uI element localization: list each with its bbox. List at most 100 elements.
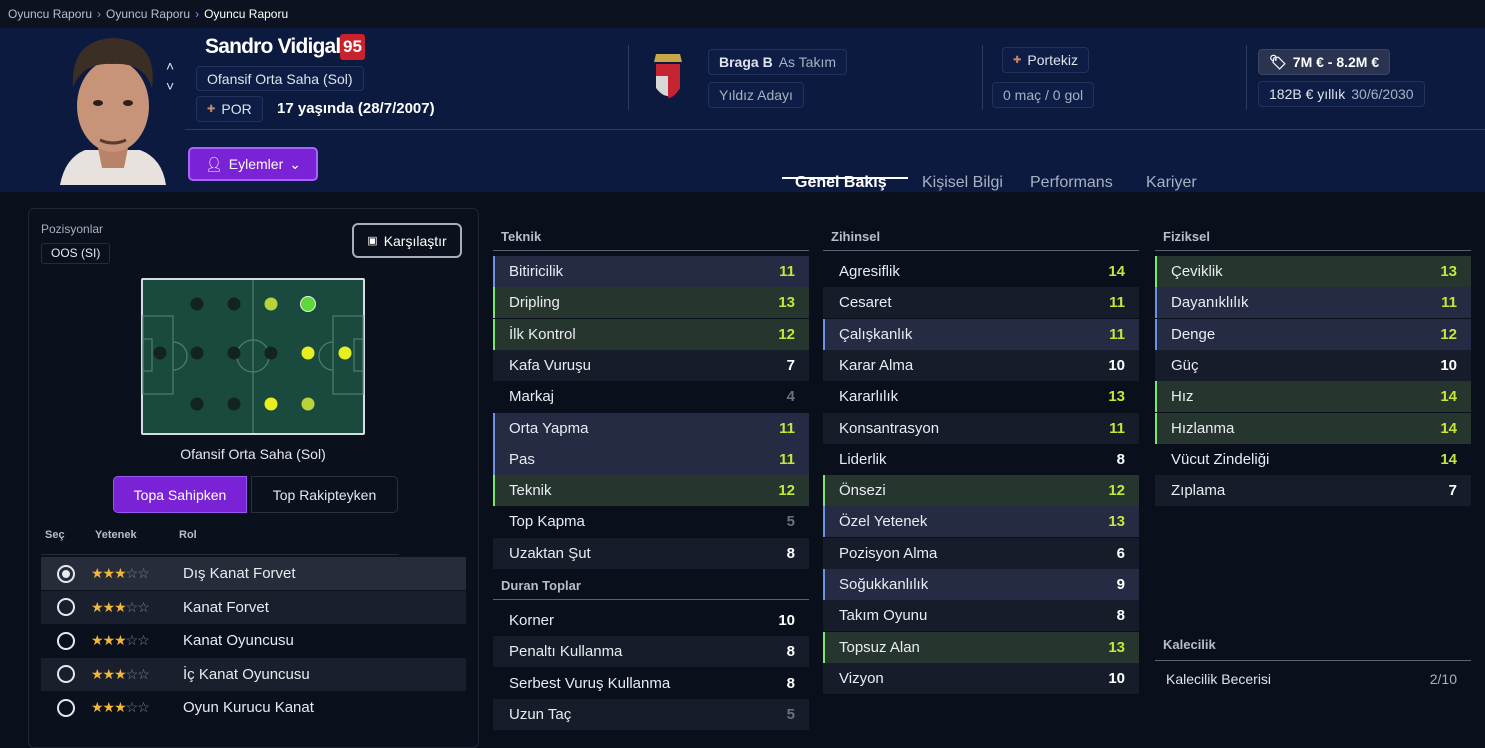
club-name: Braga B bbox=[719, 54, 773, 70]
role-radio[interactable] bbox=[57, 665, 75, 684]
divider bbox=[982, 45, 983, 110]
attribute-row[interactable]: Güç 10 bbox=[1155, 349, 1471, 381]
attribute-row[interactable]: Cesaret 11 bbox=[823, 287, 1139, 319]
attribute-row[interactable]: Soğukkanlılık 9 bbox=[823, 569, 1139, 600]
role-row[interactable]: ★★★☆☆ Oyun Kurucu Kanat bbox=[41, 691, 466, 724]
chevron-right-icon: › bbox=[97, 7, 102, 21]
attribute-name: Konsantrasyon bbox=[839, 419, 940, 437]
divider bbox=[41, 554, 399, 555]
attribute-row[interactable]: Serbest Vuruş Kullanma 8 bbox=[493, 668, 809, 699]
attribute-row[interactable]: Uzaktan Şut 8 bbox=[493, 537, 809, 569]
tab-kisisel-bilgi[interactable]: Kişisel Bilgi bbox=[922, 174, 1003, 191]
divider bbox=[493, 599, 809, 600]
attribute-row[interactable]: Çalışkanlık 11 bbox=[823, 318, 1139, 350]
actions-button[interactable]: 👤︎ Eylemler ⌄ bbox=[188, 147, 318, 181]
attribute-row[interactable]: Kafa Vuruşu 7 bbox=[493, 349, 809, 381]
role-row[interactable]: ★★★☆☆ Dış Kanat Forvet bbox=[41, 557, 466, 590]
pitch-position-dot-poor bbox=[264, 346, 278, 360]
club-pill[interactable]: Braga B As Takım bbox=[708, 49, 847, 75]
attribute-row[interactable]: Çeviklik 13 bbox=[1155, 256, 1471, 287]
attribute-row[interactable]: Agresiflik 14 bbox=[823, 256, 1139, 287]
role-radio[interactable] bbox=[57, 698, 75, 717]
tab-performans[interactable]: Performans bbox=[1030, 174, 1113, 191]
attribute-row[interactable]: Özel Yetenek 13 bbox=[823, 506, 1139, 538]
attribute-value: 11 bbox=[1441, 294, 1457, 312]
breadcrumb-item[interactable]: Oyuncu Raporu bbox=[106, 7, 191, 21]
column-header-role: Rol bbox=[179, 529, 197, 541]
attribute-row[interactable]: Dripling 13 bbox=[493, 287, 809, 319]
compare-button[interactable]: ▣ Karşılaştır bbox=[352, 223, 462, 258]
caps-pill: 0 maç / 0 gol bbox=[992, 82, 1095, 108]
attribute-value: 11 bbox=[779, 419, 795, 437]
attribute-row[interactable]: İlk Kontrol 12 bbox=[493, 318, 809, 350]
attribute-row[interactable]: Vizyon 10 bbox=[823, 662, 1139, 694]
attribute-name: Denge bbox=[1171, 325, 1216, 343]
attribute-row[interactable]: Liderlik 8 bbox=[823, 444, 1139, 475]
star-rating: ★★★☆☆ bbox=[91, 565, 150, 581]
attribute-value: 11 bbox=[1109, 325, 1125, 343]
attribute-row[interactable]: Vücut Zindeliği 14 bbox=[1155, 444, 1471, 475]
attribute-row[interactable]: Takım Oyunu 8 bbox=[823, 600, 1139, 632]
attribute-row[interactable]: Top Kapma 5 bbox=[493, 506, 809, 537]
attribute-row[interactable]: Hızlanma 14 bbox=[1155, 412, 1471, 444]
section-title-fiziksel: Fiziksel bbox=[1163, 229, 1210, 244]
attribute-value: 12 bbox=[778, 325, 795, 343]
attribute-row[interactable]: Zıplama 7 bbox=[1155, 475, 1471, 507]
role-name: Oyun Kurucu Kanat bbox=[183, 699, 314, 717]
attribute-row[interactable]: Önsezi 12 bbox=[823, 475, 1139, 507]
player-name: Sandro Vidigal bbox=[205, 35, 341, 58]
pitch-position-dot-great bbox=[301, 346, 315, 360]
role-row[interactable]: ★★★☆☆ Kanat Forvet bbox=[41, 590, 466, 624]
attribute-row[interactable]: Markaj 4 bbox=[493, 381, 809, 412]
nation-pill[interactable]: ✚ Portekiz bbox=[1002, 47, 1089, 73]
attribute-name: Orta Yapma bbox=[509, 419, 589, 437]
attribute-value: 10 bbox=[1108, 669, 1125, 687]
star-rating: ★★★☆☆ bbox=[91, 665, 150, 682]
attribute-row[interactable]: Bitiricilik 11 bbox=[493, 256, 809, 287]
attribute-value: 10 bbox=[1440, 356, 1457, 374]
section-title-teknik: Teknik bbox=[501, 229, 542, 244]
attribute-row[interactable]: Konsantrasyon 11 bbox=[823, 412, 1139, 444]
out-of-possession-toggle[interactable]: Top Rakipteyken bbox=[251, 476, 398, 513]
attribute-name: Uzun Taç bbox=[509, 705, 572, 723]
attribute-name: Markaj bbox=[509, 388, 555, 406]
attribute-name: Serbest Vuruş Kullanma bbox=[509, 674, 671, 692]
attribute-value: 7 bbox=[1448, 482, 1457, 500]
attribute-name: Cesaret bbox=[839, 294, 892, 312]
attribute-name: Özel Yetenek bbox=[839, 513, 928, 531]
attribute-row[interactable]: Pozisyon Alma 6 bbox=[823, 537, 1139, 569]
attribute-value: 4 bbox=[786, 388, 795, 406]
role-name: Dış Kanat Forvet bbox=[183, 565, 296, 582]
breadcrumb: Oyuncu Raporu › Oyuncu Raporu › Oyuncu Rap… bbox=[0, 0, 1485, 28]
attribute-name: Çalışkanlık bbox=[839, 325, 913, 343]
attribute-value: 5 bbox=[786, 705, 795, 723]
attribute-row[interactable]: Orta Yapma 11 bbox=[493, 412, 809, 444]
attribute-value: 13 bbox=[1108, 513, 1125, 531]
role-radio[interactable] bbox=[57, 631, 75, 650]
attribute-row[interactable]: Pas 11 bbox=[493, 443, 809, 475]
age-text: 17 yaşında (28/7/2007) bbox=[277, 100, 435, 117]
attribute-name: Pozisyon Alma bbox=[839, 544, 938, 562]
attribute-row[interactable]: Hız 14 bbox=[1155, 381, 1471, 413]
attribute-row[interactable]: Korner 10 bbox=[493, 605, 809, 636]
next-player-button[interactable]: ˅ bbox=[166, 78, 175, 94]
role-radio[interactable] bbox=[57, 598, 75, 617]
tab-kariyer[interactable]: Kariyer bbox=[1146, 174, 1197, 191]
attribute-row[interactable]: Denge 12 bbox=[1155, 318, 1471, 350]
in-possession-toggle[interactable]: Topa Sahipken bbox=[113, 476, 247, 513]
role-row[interactable]: ★★★☆☆ İç Kanat Oyuncusu bbox=[41, 657, 466, 691]
attribute-row[interactable]: Penaltı Kullanma 8 bbox=[493, 636, 809, 668]
attribute-row[interactable]: Dayanıklılık 11 bbox=[1155, 287, 1471, 319]
attribute-row[interactable]: Topsuz Alan 13 bbox=[823, 631, 1139, 663]
role-radio[interactable] bbox=[57, 564, 75, 583]
attribute-row[interactable]: Uzun Taç 5 bbox=[493, 698, 809, 730]
role-row[interactable]: ★★★☆☆ Kanat Oyuncusu bbox=[41, 624, 466, 657]
attribute-row[interactable]: Kararlılık 13 bbox=[823, 381, 1139, 412]
attribute-value: 14 bbox=[1440, 450, 1457, 468]
breadcrumb-item[interactable]: Oyuncu Raporu bbox=[8, 7, 93, 21]
attribute-row[interactable]: Teknik 12 bbox=[493, 475, 809, 507]
attribute-row[interactable]: Karar Alma 10 bbox=[823, 349, 1139, 381]
squad-name: As Takım bbox=[778, 54, 836, 70]
rating-badge: 95 bbox=[340, 34, 365, 60]
previous-player-button[interactable]: ˄ bbox=[166, 58, 175, 74]
